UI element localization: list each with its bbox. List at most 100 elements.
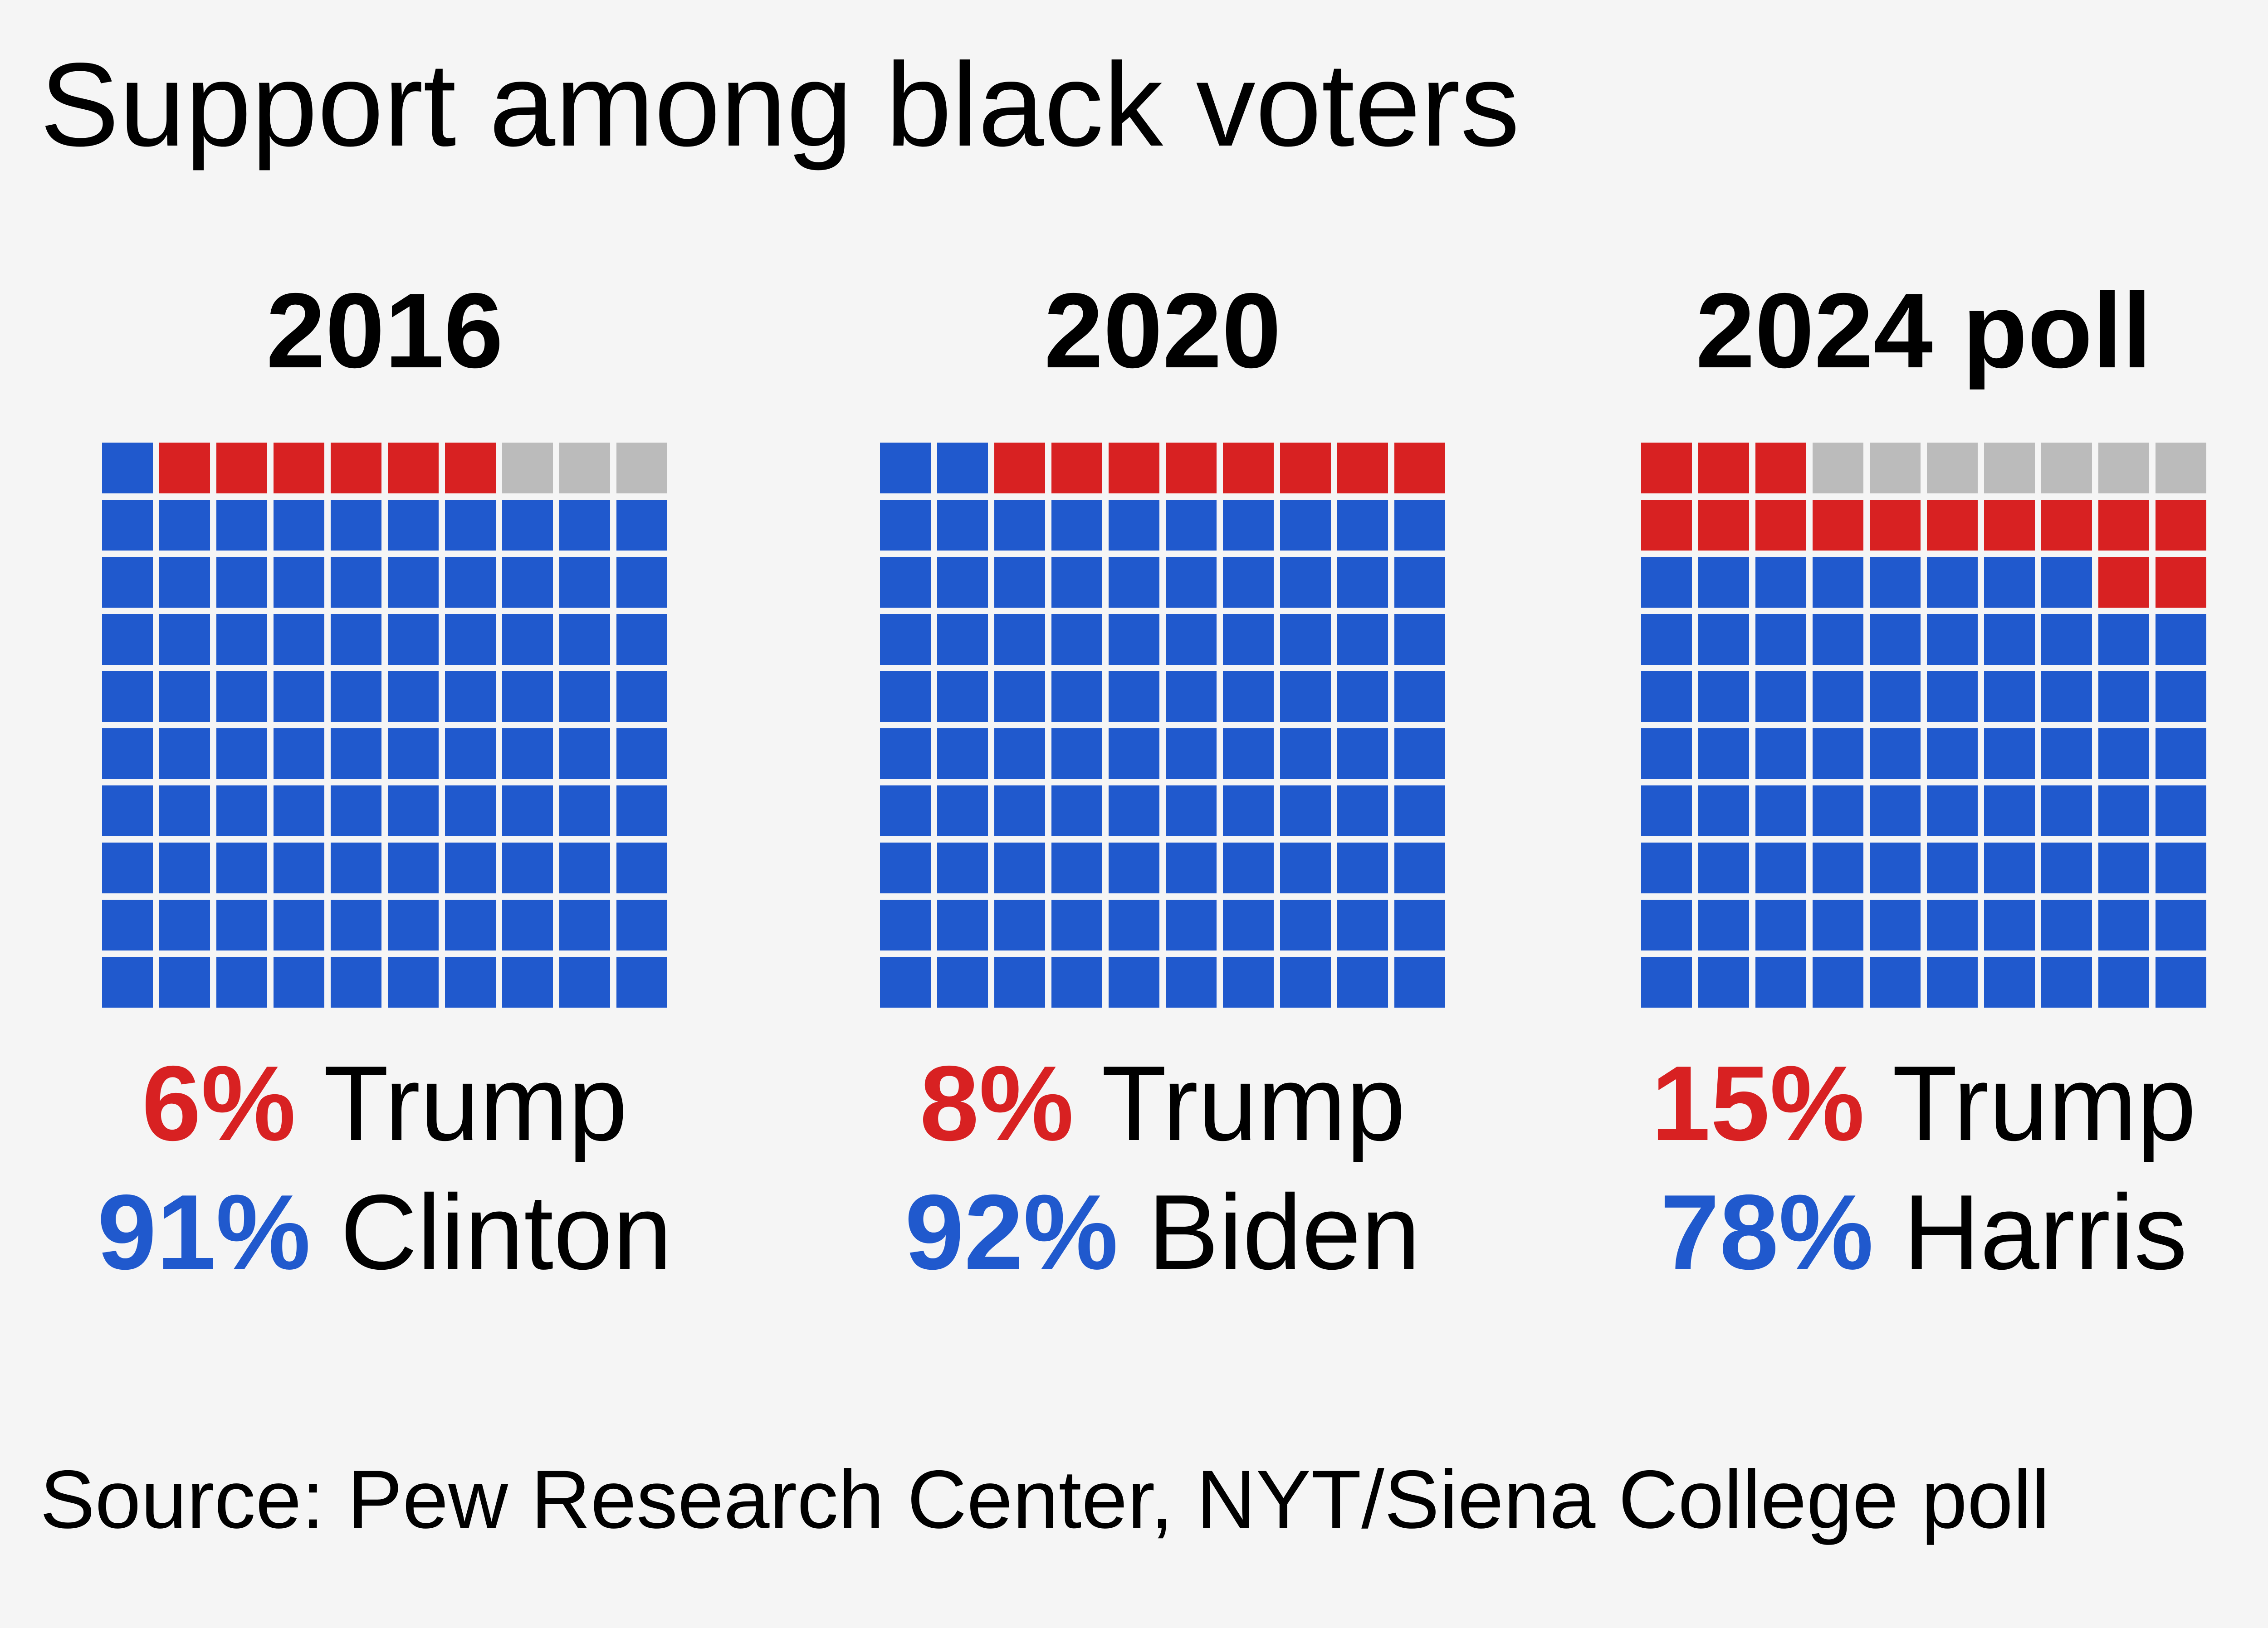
- waffle-cell-democrat: [388, 500, 439, 551]
- trump-label-2020: 8% Trump: [800, 1050, 1525, 1156]
- waffle-cell-democrat: [1394, 957, 1445, 1008]
- waffle-cell-democrat: [216, 557, 267, 608]
- dem-pct: 78%: [1660, 1172, 1874, 1292]
- waffle-cell-democrat: [216, 900, 267, 950]
- waffle-cell-democrat: [559, 900, 610, 950]
- waffle-cell-democrat: [1280, 728, 1331, 779]
- waffle-cell-democrat: [1870, 900, 1921, 950]
- waffle-cell-democrat: [445, 957, 496, 1008]
- trump-label-2016: 6% Trump: [22, 1050, 748, 1156]
- waffle-cell-democrat: [994, 785, 1045, 836]
- waffle-cell-democrat: [994, 728, 1045, 779]
- waffle-cell-democrat: [1927, 728, 1978, 779]
- waffle-cell-democrat: [1698, 614, 1749, 665]
- waffle-cell-democrat: [1870, 557, 1921, 608]
- waffle-cell-democrat: [1984, 843, 2035, 893]
- waffle-cell-trump: [1984, 500, 2035, 551]
- waffle-cell-democrat: [1870, 614, 1921, 665]
- waffle-cell-democrat: [216, 843, 267, 893]
- waffle-cell-democrat: [1698, 557, 1749, 608]
- waffle-cell-democrat: [102, 443, 153, 493]
- waffle-cell-trump: [1280, 443, 1331, 493]
- waffle-cell-democrat: [1870, 728, 1921, 779]
- waffle-cell-democrat: [216, 957, 267, 1008]
- waffle-cell-trump: [994, 443, 1045, 493]
- waffle-cell-democrat: [1166, 557, 1217, 608]
- waffle-cell-trump: [2041, 500, 2092, 551]
- waffle-cell-trump: [2156, 557, 2206, 608]
- waffle-cell-democrat: [1813, 614, 1863, 665]
- waffle-cell-democrat: [2098, 843, 2149, 893]
- waffle-cell-democrat: [1641, 671, 1692, 722]
- waffle-cell-democrat: [502, 728, 553, 779]
- waffle-cell-other: [1870, 443, 1921, 493]
- waffle-cell-democrat: [1984, 785, 2035, 836]
- waffle-cell-democrat: [1984, 557, 2035, 608]
- waffle-cell-democrat: [616, 728, 667, 779]
- waffle-cell-democrat: [1109, 500, 1159, 551]
- waffle-cell-democrat: [2098, 671, 2149, 722]
- waffle-cell-democrat: [1051, 614, 1102, 665]
- panel-2020-year: 2020: [1044, 271, 1281, 390]
- waffle-cell-democrat: [445, 785, 496, 836]
- waffle-cell-other: [502, 443, 553, 493]
- waffle-cell-democrat: [937, 614, 988, 665]
- waffle-2016: [102, 443, 667, 1008]
- waffle-cell-democrat: [937, 500, 988, 551]
- waffle-cell-democrat: [559, 557, 610, 608]
- waffle-cell-democrat: [102, 671, 153, 722]
- dem-label-2016: 91% Clinton: [22, 1179, 748, 1285]
- waffle-cell-democrat: [1051, 957, 1102, 1008]
- waffle-cell-democrat: [2156, 614, 2206, 665]
- waffle-cell-democrat: [1337, 900, 1388, 950]
- trump-pct: 6%: [142, 1043, 296, 1163]
- waffle-cell-trump: [388, 443, 439, 493]
- waffle-cell-democrat: [502, 557, 553, 608]
- waffle-cell-trump: [1927, 500, 1978, 551]
- waffle-cell-democrat: [1109, 843, 1159, 893]
- waffle-cell-democrat: [1109, 671, 1159, 722]
- waffle-cell-democrat: [937, 785, 988, 836]
- waffle-cell-democrat: [502, 843, 553, 893]
- waffle-cell-democrat: [1337, 671, 1388, 722]
- panel-2024-year: 2024 poll: [1696, 271, 2152, 390]
- waffle-cell-trump: [1223, 443, 1274, 493]
- waffle-cell-democrat: [1984, 614, 2035, 665]
- waffle-cell-democrat: [559, 785, 610, 836]
- waffle-cell-democrat: [937, 728, 988, 779]
- waffle-cell-democrat: [937, 957, 988, 1008]
- dem-pct: 91%: [97, 1172, 311, 1292]
- waffle-cell-democrat: [1223, 500, 1274, 551]
- waffle-cell-democrat: [880, 728, 931, 779]
- waffle-cell-trump: [2098, 500, 2149, 551]
- waffle-cell-democrat: [616, 671, 667, 722]
- waffle-cell-democrat: [102, 557, 153, 608]
- waffle-cell-democrat: [216, 728, 267, 779]
- waffle-cell-democrat: [1927, 671, 1978, 722]
- waffle-cell-democrat: [502, 785, 553, 836]
- waffle-cell-democrat: [1394, 671, 1445, 722]
- waffle-cell-democrat: [1280, 900, 1331, 950]
- waffle-cell-democrat: [1166, 728, 1217, 779]
- waffle-cell-democrat: [1166, 671, 1217, 722]
- waffle-cell-democrat: [1641, 785, 1692, 836]
- waffle-cell-democrat: [1394, 843, 1445, 893]
- waffle-cell-democrat: [1984, 728, 2035, 779]
- waffle-cell-democrat: [1984, 900, 2035, 950]
- waffle-cell-democrat: [880, 443, 931, 493]
- waffle-cell-democrat: [331, 614, 381, 665]
- waffle-cell-democrat: [216, 500, 267, 551]
- waffle-cell-democrat: [2156, 671, 2206, 722]
- waffle-cell-trump: [1698, 443, 1749, 493]
- waffle-cell-democrat: [1870, 785, 1921, 836]
- waffle-cell-democrat: [2041, 900, 2092, 950]
- waffle-cell-democrat: [274, 614, 324, 665]
- waffle-cell-democrat: [216, 785, 267, 836]
- waffle-cell-democrat: [102, 500, 153, 551]
- waffle-cell-democrat: [2041, 843, 2092, 893]
- waffle-cell-democrat: [1109, 614, 1159, 665]
- waffle-cell-trump: [331, 443, 381, 493]
- waffle-cell-democrat: [880, 785, 931, 836]
- waffle-cell-democrat: [1641, 843, 1692, 893]
- waffle-cell-democrat: [880, 843, 931, 893]
